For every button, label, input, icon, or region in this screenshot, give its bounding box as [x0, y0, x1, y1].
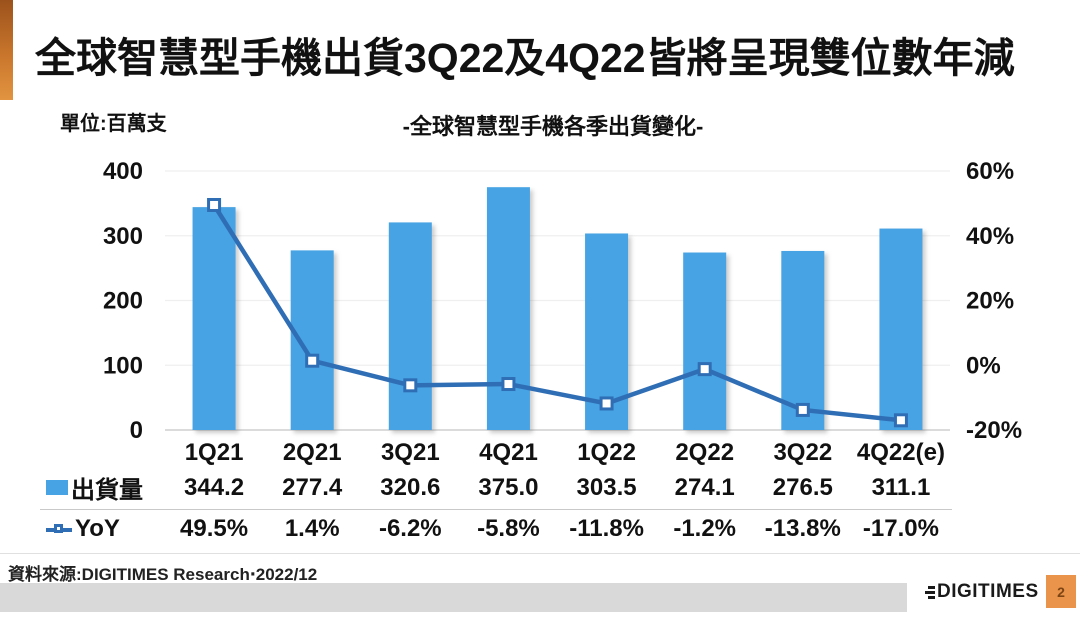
yoy-value: -17.0%	[862, 515, 939, 542]
bar-1Q21	[192, 207, 236, 430]
yoy-marker-3Q22	[795, 402, 810, 417]
yoy-value: -5.8%	[477, 515, 540, 542]
bar-4Q21	[486, 187, 530, 430]
digitimes-logo-stripes-icon	[925, 585, 935, 599]
yoy-marker-3Q21	[403, 378, 418, 393]
yoy-marker-2Q21	[305, 353, 320, 368]
yoy-marker-1Q22	[599, 396, 614, 411]
shipment-bars	[192, 187, 923, 430]
x-axis-category-label: 1Q21	[184, 439, 244, 466]
yoy-table-row: YoY 49.5% 1.4% -6.2% -5.8% -11.8% -1.2% -13.8%…	[40, 512, 952, 546]
yoy-value: 1.4%	[284, 515, 340, 542]
x-axis-label-row: 1Q21 2Q21 3Q21 4Q21 1Q22 2Q22 3Q22 4Q22(e)	[40, 438, 952, 468]
yoy-marker-2Q22	[697, 362, 712, 377]
title-accent-bar	[0, 0, 13, 100]
source-note: 資料來源:DIGITIMES Research‧2022/12	[8, 565, 318, 584]
yoy-value: -13.8%	[764, 515, 841, 542]
yoy-polyline	[212, 203, 902, 423]
yoy-marker-4Q22(e)	[893, 413, 908, 428]
yoy-marker-1Q21	[207, 197, 222, 212]
left-axis-tick: 300	[103, 223, 143, 250]
shipments-legend: 出貨量	[40, 470, 165, 505]
x-axis-category-label: 1Q22	[577, 439, 636, 466]
footer-gray-bar	[0, 583, 907, 612]
table-divider	[40, 509, 952, 510]
unit-label: 單位:百萬支	[60, 113, 167, 135]
shipments-legend-label: 出貨量	[71, 477, 143, 504]
yoy-value: -11.8%	[569, 515, 644, 542]
right-axis-tick: -20%	[966, 417, 1022, 444]
yoy-line	[207, 197, 908, 428]
shipments-legend-swatch-icon	[46, 480, 68, 495]
shipments-value: 320.6	[380, 473, 441, 501]
digitimes-logo-text: DIGITIMES	[937, 581, 1039, 602]
left-axis-tick: 100	[103, 352, 143, 379]
bar-2Q21	[290, 250, 334, 430]
gridlines	[165, 170, 950, 431]
left-axis-tick: 400	[103, 158, 143, 185]
shipments-table-row: 出貨量 344.2 277.4 320.6 375.0 303.5 274.1 276.5 3…	[40, 470, 952, 504]
yoy-legend-marker-icon	[46, 522, 72, 537]
digitimes-logo: DIGITIMES	[925, 581, 1039, 603]
yoy-value: -6.2%	[378, 515, 442, 542]
shipments-value: 375.0	[478, 473, 539, 501]
x-axis-category-label: 2Q21	[282, 439, 342, 466]
bar-4Q22(e)	[879, 228, 923, 430]
x-axis-category-label: 3Q21	[380, 439, 440, 466]
bar-2Q22	[683, 252, 727, 430]
right-axis-tick-labels: 60% 40% 20% 0% -20%	[966, 158, 1022, 444]
right-axis-tick: 0%	[966, 352, 1001, 379]
shipments-value: 303.5	[576, 473, 637, 501]
yoy-value: -1.2%	[673, 515, 737, 542]
yoy-legend-label: YoY	[75, 515, 120, 542]
shipments-value: 344.2	[184, 473, 245, 501]
x-axis-category-label: 3Q22	[773, 439, 833, 466]
bar-1Q22	[585, 233, 629, 430]
right-axis-tick: 40%	[966, 223, 1014, 250]
page-title: 全球智慧型手機出貨3Q22及4Q22皆將呈現雙位數年減	[35, 35, 1015, 81]
x-axis-category-label: 4Q21	[479, 439, 538, 466]
right-axis-tick: 60%	[966, 158, 1014, 185]
shipments-value: 311.1	[871, 473, 931, 501]
shipments-value: 274.1	[674, 473, 735, 501]
chart-title: -全球智慧型手機各季出貨變化-	[402, 114, 704, 139]
x-axis-category-label: 2Q22	[675, 439, 735, 466]
footer-divider	[0, 553, 1080, 554]
yoy-legend: YoY	[40, 515, 165, 543]
shipments-value: 276.5	[772, 473, 833, 501]
x-axis-category-label: 4Q22(e)	[856, 439, 945, 466]
right-axis-tick: 20%	[966, 288, 1014, 315]
bar-3Q22	[781, 250, 825, 430]
yoy-marker-4Q21	[501, 377, 516, 392]
shipments-value: 277.4	[282, 473, 343, 501]
left-axis-tick: 200	[103, 288, 143, 315]
yoy-value: 49.5%	[180, 515, 249, 542]
bar-3Q21	[388, 222, 432, 430]
page-number-badge: 2	[1046, 575, 1076, 608]
